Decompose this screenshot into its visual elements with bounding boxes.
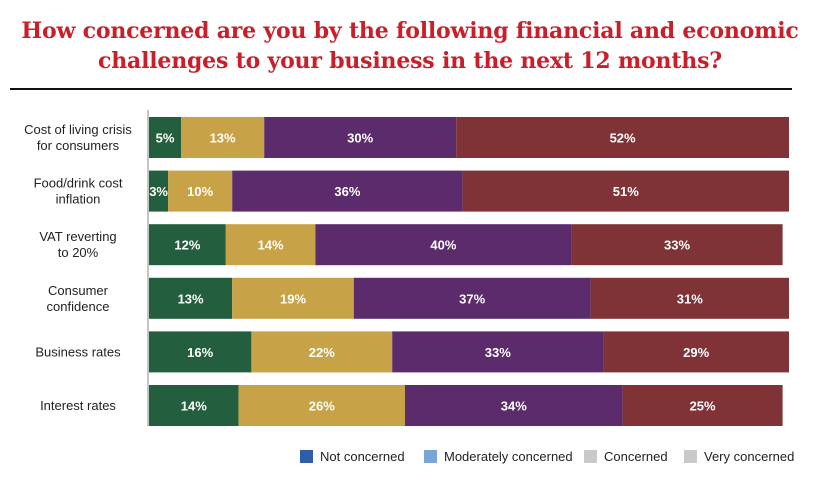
data-label-consumer-confidence-s4: 31% [677, 291, 703, 306]
legend-swatch-very-concerned [684, 449, 697, 463]
legend-swatch-moderately-concerned [424, 449, 437, 463]
bar-segment-consumer-confidence-s3 [353, 277, 591, 319]
legend-label-concerned: Concerned [604, 448, 668, 464]
bar-segment-cost-of-living-crisis-for-consumers-s1 [149, 117, 181, 158]
bar-segment-business-rates-s4 [603, 331, 789, 373]
legend-label-very-concerned: Very concerned [704, 448, 795, 464]
bar-segment-cost-of-living-crisis-for-consumers-s3 [264, 117, 457, 158]
chart-title: How concerned are you by the following f… [21, 18, 799, 74]
category-label-vat-reverting-to-20: VAT reverting to 20% [39, 229, 116, 260]
data-label-consumer-confidence-s2: 19% [280, 291, 306, 306]
data-label-consumer-confidence-s3: 37% [459, 291, 485, 306]
data-label-vat-reverting-to-20-s4: 33% [664, 238, 690, 253]
data-label-cost-of-living-crisis-for-consumers-s3: 30% [347, 131, 373, 146]
data-label-business-rates-s4: 29% [683, 345, 709, 360]
bar-segment-vat-reverting-to-20-s3 [315, 224, 572, 266]
data-label-business-rates-s1: 16% [187, 345, 213, 360]
bar-segment-cost-of-living-crisis-for-consumers-s4 [456, 117, 789, 158]
bar-segment-consumer-confidence-s2 [232, 277, 354, 319]
bar-segment-cost-of-living-crisis-for-consumers-s2 [181, 117, 265, 158]
title-divider [10, 88, 792, 90]
bar-segment-consumer-confidence-s4 [590, 277, 789, 319]
bar-segment-vat-reverting-to-20-s4 [571, 224, 783, 266]
data-label-interest-rates-s2: 26% [309, 399, 335, 414]
bar-segment-food-drink-cost-inflation-s3 [232, 170, 463, 212]
bar-segment-food-drink-cost-inflation-s1 [149, 170, 169, 212]
data-label-food-drink-cost-inflation-s1: 3% [149, 184, 168, 199]
legend-item-concerned: Concerned [584, 446, 668, 466]
data-label-interest-rates-s3: 34% [501, 399, 527, 414]
data-label-food-drink-cost-inflation-s3: 36% [334, 184, 360, 199]
legend-swatch-concerned [584, 449, 597, 463]
legend-item-moderately-concerned: Moderately concerned [424, 446, 573, 466]
category-label-cost-of-living-crisis-for-consumers: Cost of living crisis for consumers [24, 122, 132, 153]
bar-segment-business-rates-s1 [149, 331, 252, 373]
bar-segment-vat-reverting-to-20-s2 [225, 224, 316, 266]
legend-swatch-not-concerned [300, 449, 313, 463]
legend-item-not-concerned: Not concerned [300, 446, 405, 466]
data-label-cost-of-living-crisis-for-consumers-s1: 5% [156, 131, 175, 146]
data-label-interest-rates-s1: 14% [181, 399, 207, 414]
legend-label-not-concerned: Not concerned [320, 448, 405, 464]
data-label-vat-reverting-to-20-s3: 40% [430, 238, 456, 253]
data-label-business-rates-s2: 22% [309, 345, 335, 360]
bar-segment-interest-rates-s1 [149, 385, 239, 426]
data-label-food-drink-cost-inflation-s4: 51% [613, 184, 639, 199]
category-label-business-rates: Business rates [35, 344, 121, 359]
bar-segment-food-drink-cost-inflation-s2 [168, 170, 233, 212]
bar-segment-business-rates-s2 [251, 331, 393, 373]
bar-segment-business-rates-s3 [392, 331, 604, 373]
data-label-vat-reverting-to-20-s1: 12% [174, 238, 200, 253]
chart-legend: Not concerned Moderately concerned Conce… [0, 446, 820, 466]
data-label-cost-of-living-crisis-for-consumers-s4: 52% [610, 131, 636, 146]
data-label-consumer-confidence-s1: 13% [178, 291, 204, 306]
data-label-food-drink-cost-inflation-s2: 10% [187, 184, 213, 199]
category-label-interest-rates: Interest rates [40, 398, 116, 413]
category-label-consumer-confidence: Consumer confidence [47, 283, 110, 314]
data-label-vat-reverting-to-20-s2: 14% [258, 238, 284, 253]
legend-label-moderately-concerned: Moderately concerned [444, 448, 573, 464]
data-label-interest-rates-s4: 25% [690, 399, 716, 414]
legend-item-very-concerned: Very concerned [684, 446, 794, 466]
bar-segment-vat-reverting-to-20-s1 [149, 224, 226, 266]
bar-segment-interest-rates-s4 [622, 385, 783, 426]
bar-segment-consumer-confidence-s1 [149, 277, 233, 319]
data-label-cost-of-living-crisis-for-consumers-s2: 13% [210, 131, 236, 146]
bar-segment-interest-rates-s2 [238, 385, 405, 426]
stacked-bar-chart: Cost of living crisis for consumers 5% 13% 3… [24, 110, 789, 426]
bar-segment-food-drink-cost-inflation-s4 [462, 170, 789, 212]
bar-segment-interest-rates-s3 [405, 385, 623, 426]
category-label-food-drink-cost-inflation: Food/drink cost inflation [34, 176, 123, 207]
data-label-business-rates-s3: 33% [485, 345, 511, 360]
